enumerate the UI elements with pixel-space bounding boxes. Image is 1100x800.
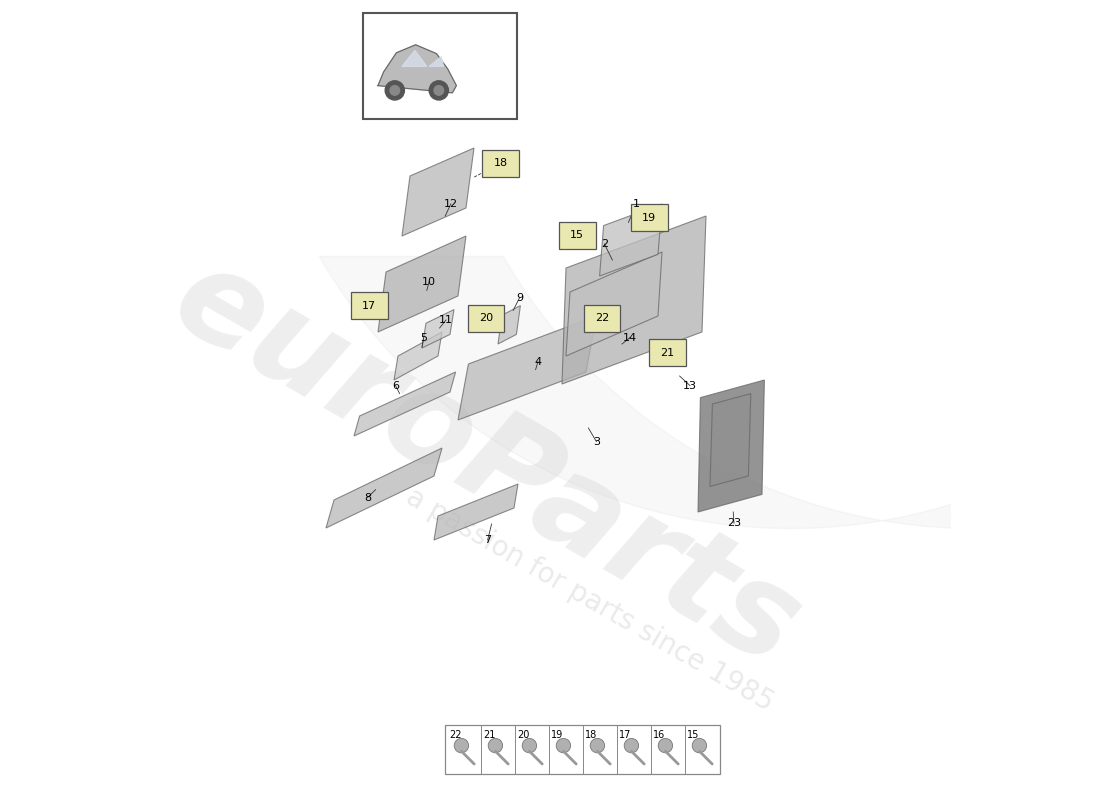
Text: 17: 17 xyxy=(619,730,631,741)
Text: 15: 15 xyxy=(570,230,584,240)
Polygon shape xyxy=(566,252,662,356)
Circle shape xyxy=(624,738,639,753)
Text: 11: 11 xyxy=(439,315,453,325)
Text: 22: 22 xyxy=(595,314,609,323)
Text: 18: 18 xyxy=(493,158,507,168)
Circle shape xyxy=(434,86,443,95)
Text: 7: 7 xyxy=(484,535,492,545)
Text: 22: 22 xyxy=(449,730,462,741)
Circle shape xyxy=(488,738,503,753)
Text: 14: 14 xyxy=(623,333,637,342)
Text: 23: 23 xyxy=(727,518,741,528)
Text: 4: 4 xyxy=(535,357,541,366)
FancyBboxPatch shape xyxy=(584,305,620,332)
Circle shape xyxy=(522,738,537,753)
Text: a passion for parts since 1985: a passion for parts since 1985 xyxy=(402,483,779,717)
Text: 9: 9 xyxy=(516,293,524,302)
Text: 20: 20 xyxy=(478,314,493,323)
Polygon shape xyxy=(326,448,442,528)
Text: 13: 13 xyxy=(683,381,697,390)
Polygon shape xyxy=(378,45,456,93)
FancyBboxPatch shape xyxy=(649,339,686,366)
Circle shape xyxy=(385,81,405,100)
FancyBboxPatch shape xyxy=(446,725,720,774)
Text: 20: 20 xyxy=(517,730,529,741)
Polygon shape xyxy=(394,332,442,380)
Circle shape xyxy=(454,738,469,753)
Text: 19: 19 xyxy=(642,213,657,222)
Circle shape xyxy=(692,738,706,753)
Polygon shape xyxy=(498,306,520,344)
Text: 16: 16 xyxy=(653,730,666,741)
Polygon shape xyxy=(434,484,518,540)
Circle shape xyxy=(557,738,571,753)
Circle shape xyxy=(390,86,399,95)
Polygon shape xyxy=(698,380,764,512)
Text: 21: 21 xyxy=(483,730,496,741)
Text: 10: 10 xyxy=(422,277,437,286)
FancyBboxPatch shape xyxy=(363,13,517,119)
Polygon shape xyxy=(422,310,454,348)
FancyBboxPatch shape xyxy=(351,292,387,319)
Text: 5: 5 xyxy=(420,333,427,342)
Circle shape xyxy=(429,81,449,100)
FancyBboxPatch shape xyxy=(468,305,505,332)
Polygon shape xyxy=(710,394,751,486)
Text: euroParts: euroParts xyxy=(152,235,821,693)
Polygon shape xyxy=(402,148,474,236)
Text: 15: 15 xyxy=(688,730,700,741)
Circle shape xyxy=(658,738,672,753)
FancyBboxPatch shape xyxy=(559,222,595,249)
Polygon shape xyxy=(378,236,466,332)
Polygon shape xyxy=(402,50,427,66)
Polygon shape xyxy=(562,216,706,384)
Text: 12: 12 xyxy=(443,199,458,209)
FancyBboxPatch shape xyxy=(630,204,668,231)
Text: 2: 2 xyxy=(601,239,608,249)
Text: 6: 6 xyxy=(392,381,399,390)
Text: 18: 18 xyxy=(585,730,597,741)
Text: 1: 1 xyxy=(632,199,640,209)
Text: 19: 19 xyxy=(551,730,563,741)
Polygon shape xyxy=(600,204,662,276)
Polygon shape xyxy=(458,316,596,420)
Text: 17: 17 xyxy=(362,301,376,310)
Text: 8: 8 xyxy=(364,493,371,502)
Polygon shape xyxy=(354,372,455,436)
Text: 3: 3 xyxy=(593,437,600,446)
FancyBboxPatch shape xyxy=(482,150,519,177)
Circle shape xyxy=(591,738,605,753)
Text: 21: 21 xyxy=(660,348,674,358)
Polygon shape xyxy=(429,57,443,66)
